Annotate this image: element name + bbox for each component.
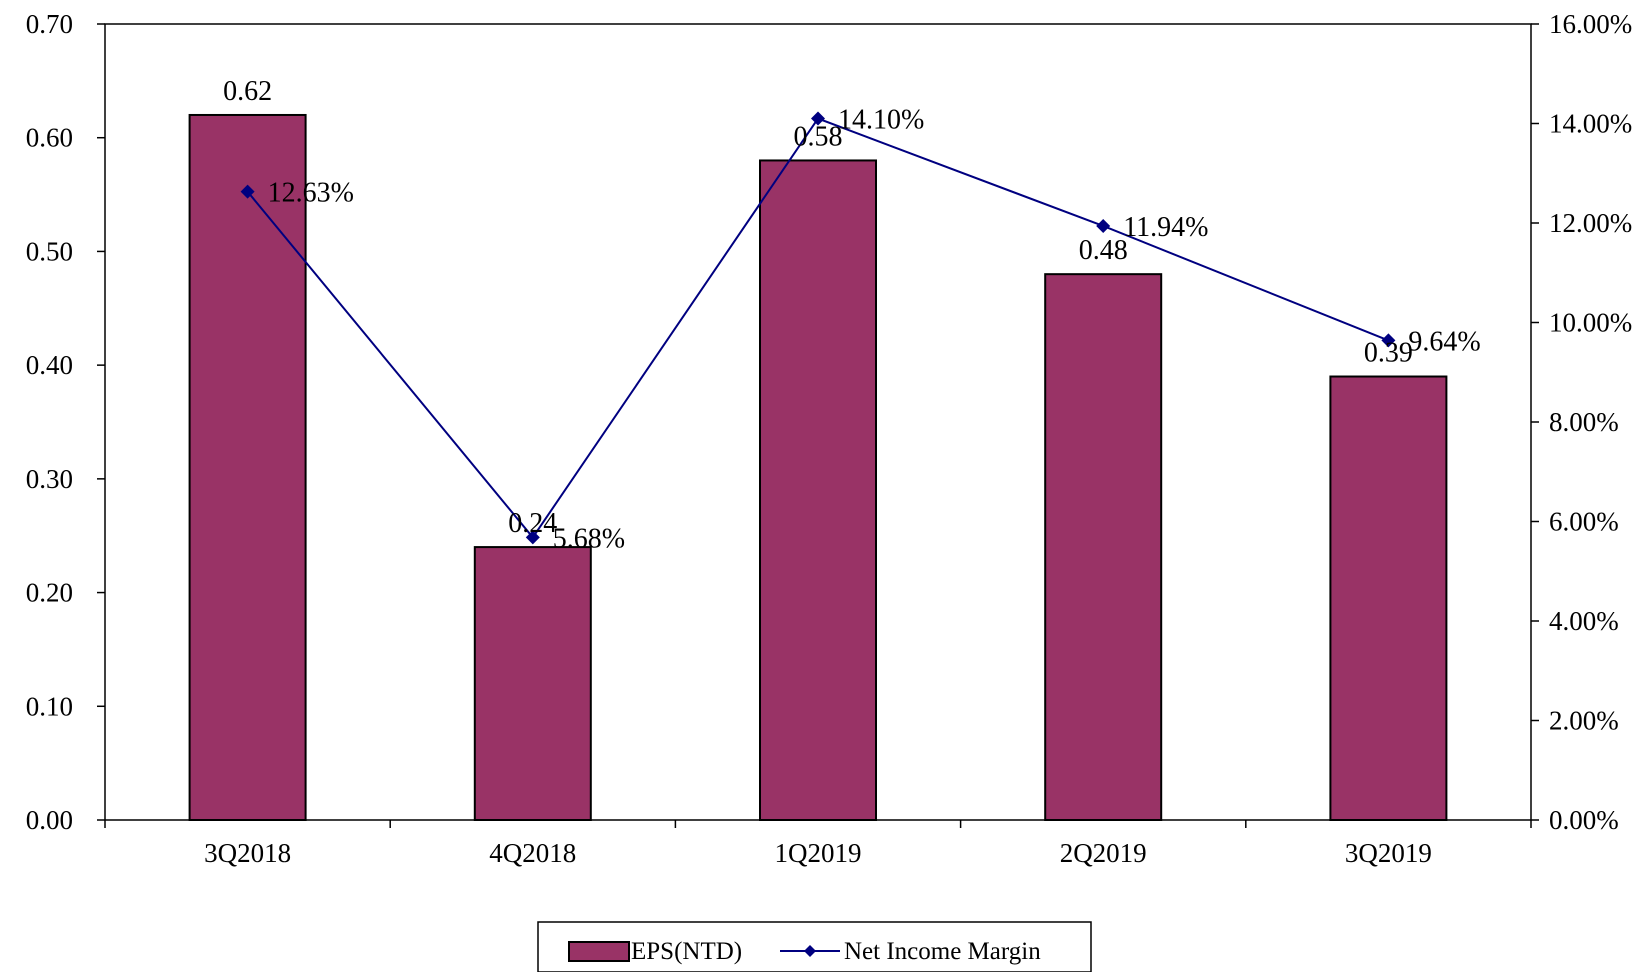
right-axis-tick-label: 4.00% — [1549, 606, 1619, 636]
left-y-axis: 0.00 0.10 0.20 0.30 0.40 0.50 0.60 0.70 — [26, 9, 105, 835]
x-axis-tick-label: 2Q2019 — [1060, 838, 1147, 868]
eps-bar — [1044, 273, 1163, 821]
eps-value-label: 0.24 — [508, 508, 557, 539]
eps-bar — [1329, 375, 1448, 821]
left-axis-tick-label: 0.10 — [26, 691, 73, 721]
right-axis-tick-label: 10.00% — [1549, 308, 1632, 338]
eps-value-label: 0.39 — [1364, 338, 1413, 369]
right-axis-tick-label: 16.00% — [1549, 9, 1632, 39]
eps-bar — [188, 113, 307, 821]
margin-value-label: 14.10% — [838, 105, 924, 136]
right-y-axis: 0.00% 2.00% 4.00% 6.00% 8.00% 10.00% 12.00% 14.… — [1531, 9, 1632, 835]
right-axis-tick-label: 2.00% — [1549, 706, 1619, 736]
right-axis-tick-label: 8.00% — [1549, 407, 1619, 437]
legend-margin-label: Net Income Margin — [844, 938, 1041, 965]
data-labels: 0.62 0.24 0.58 0.48 0.39 12.63% 5.68% 14.10% 11.… — [223, 76, 1481, 554]
left-axis-tick-label: 0.50 — [26, 236, 73, 266]
legend-eps-swatch — [568, 941, 630, 962]
right-axis-tick-label: 12.00% — [1549, 208, 1632, 238]
left-axis-tick-label: 0.20 — [26, 578, 73, 608]
left-axis-tick-label: 0.30 — [26, 464, 73, 494]
x-axis-tick-label: 3Q2019 — [1345, 838, 1432, 868]
eps-bar — [759, 159, 877, 821]
eps-bars — [188, 113, 1448, 821]
right-axis-tick-label: 0.00% — [1549, 805, 1619, 835]
eps-bar — [473, 546, 592, 821]
left-axis-tick-label: 0.40 — [26, 350, 73, 380]
x-axis-tick-label: 4Q2018 — [489, 838, 576, 868]
right-axis-tick-label: 6.00% — [1549, 507, 1619, 537]
x-axis-tick-label: 1Q2019 — [775, 838, 862, 868]
left-axis-tick-label: 0.60 — [26, 123, 73, 153]
legend: EPS(NTD) Net Income Margin — [537, 921, 1092, 972]
left-axis-tick-label: 0.70 — [26, 9, 73, 39]
net-income-margin-line — [240, 111, 1396, 545]
margin-point — [240, 184, 255, 199]
legend-margin-marker — [804, 945, 816, 957]
legend-box — [537, 921, 1092, 972]
margin-point — [1381, 333, 1396, 348]
margin-point — [811, 111, 825, 126]
eps-value-label: 0.58 — [794, 121, 843, 152]
margin-value-label: 11.94% — [1123, 212, 1208, 243]
margin-value-label: 12.63% — [268, 178, 354, 209]
left-axis-tick-label: 0.00 — [26, 805, 73, 835]
x-axis: 3Q2018 4Q2018 1Q2019 2Q2019 3Q2019 — [104, 820, 1532, 868]
x-axis-tick-label: 3Q2018 — [204, 838, 291, 868]
legend-eps-label: EPS(NTD) — [631, 938, 742, 965]
margin-point — [1096, 218, 1111, 233]
margin-point — [525, 530, 540, 545]
margin-value-label: 5.68% — [553, 523, 625, 554]
right-axis-tick-label: 14.00% — [1549, 109, 1632, 139]
eps-value-label: 0.62 — [223, 76, 272, 107]
eps-value-label: 0.48 — [1079, 235, 1128, 266]
margin-value-label: 9.64% — [1408, 326, 1480, 357]
